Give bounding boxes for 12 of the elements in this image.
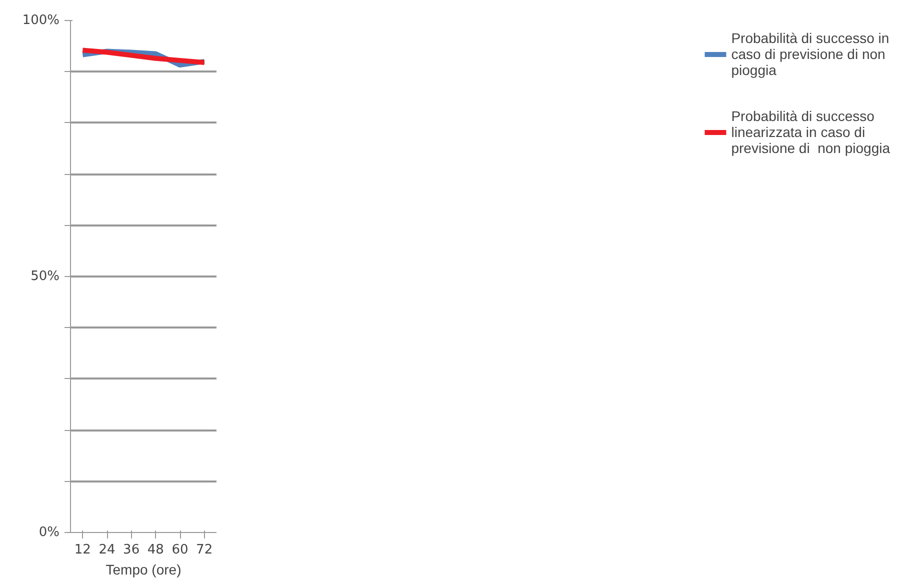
x-tick-label: 48 [147,542,164,558]
legend-label: Probabilità di successo linearizzata in caso di previsione di non pioggia [731,108,890,156]
y-tick-label: 50% [30,269,60,284]
x-tick-label: 24 [98,542,116,558]
x-tick-label: 60 [172,542,188,558]
x-axis-title: Tempo (ore) [106,562,182,578]
legend-label: Probabilità di successo in caso di previsione di non pioggia [731,30,890,78]
x-tick-label: 72 [196,542,213,558]
y-tick-label: 100% [22,13,60,28]
x-tick-label: 12 [74,542,91,558]
y-tick-label: 0% [38,525,60,540]
x-tick-label: 36 [123,542,140,558]
